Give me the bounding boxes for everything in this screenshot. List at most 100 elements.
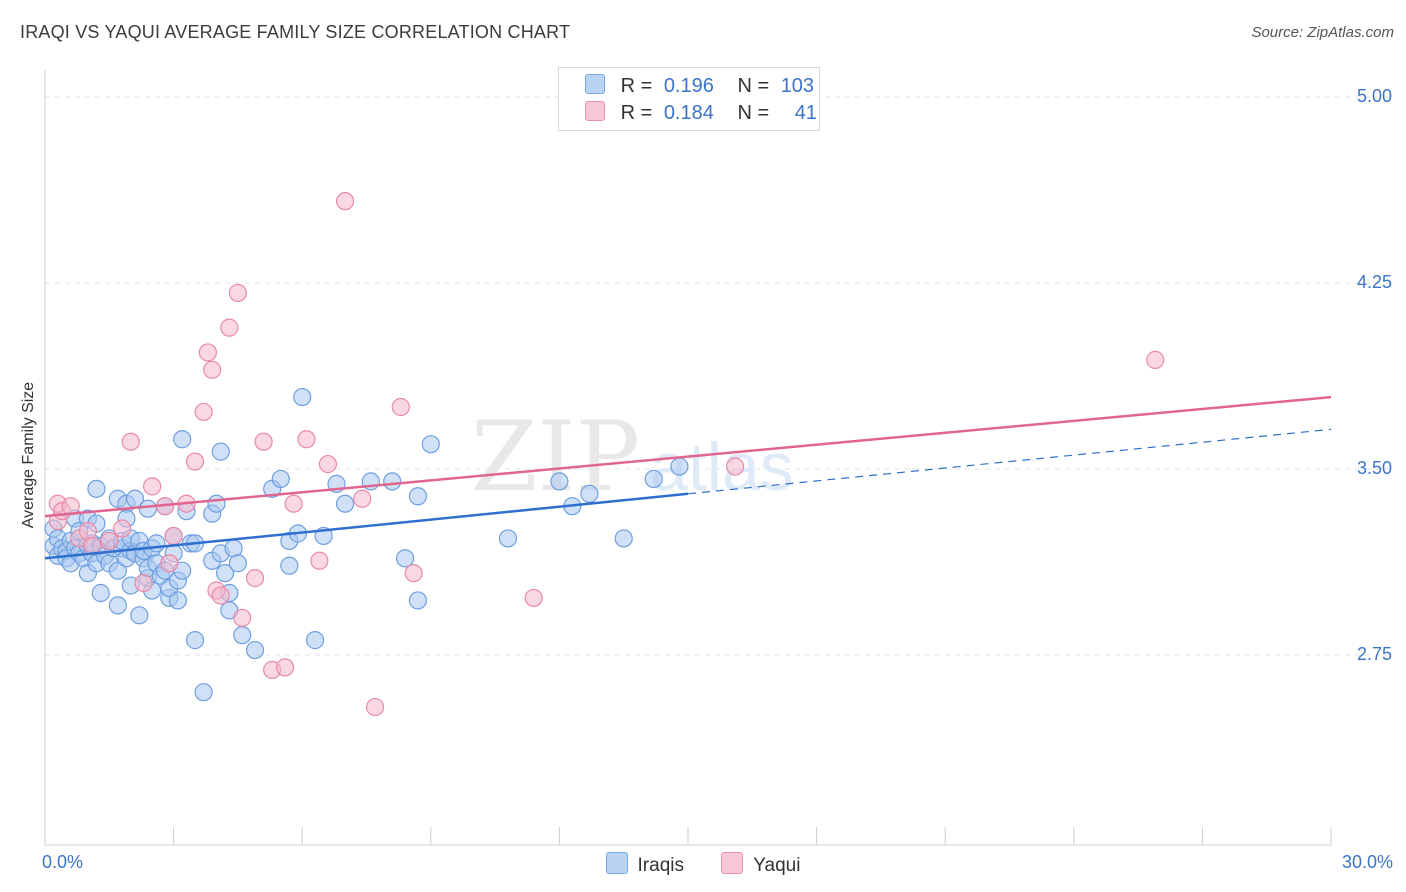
iraqis-point xyxy=(108,596,127,615)
y-tick-label: 4.25 xyxy=(1356,272,1392,292)
watermark: ZIP atlas xyxy=(471,401,794,513)
r-value: 0.196 xyxy=(663,75,714,97)
yaqui-point xyxy=(297,430,316,449)
yaqui-point xyxy=(1146,350,1165,369)
iraqis-point xyxy=(168,591,187,610)
iraqis-point xyxy=(580,484,599,503)
yaqui-point xyxy=(233,608,252,627)
iraqis-point xyxy=(550,472,569,491)
yaqui-point xyxy=(335,192,355,211)
iraqis-swatch xyxy=(585,74,605,94)
iraqis-point xyxy=(670,457,689,476)
y-tick-label: 3.50 xyxy=(1356,458,1392,478)
y-tick-label: 5.00 xyxy=(1356,86,1392,106)
iraqis-trend-extension xyxy=(687,428,1332,495)
iraqis-point xyxy=(138,499,157,518)
yaqui-point xyxy=(160,554,179,573)
yaqui-point xyxy=(726,457,745,476)
iraqis-point xyxy=(408,487,428,506)
iraqis-point xyxy=(130,606,149,625)
r-label: R = xyxy=(620,102,653,124)
x-tick-label-max: 30.0% xyxy=(1341,852,1393,872)
iraqis-point xyxy=(185,631,205,650)
yaqui-point xyxy=(310,551,329,570)
iraqis-point xyxy=(147,534,166,553)
iraqis-legend-swatch xyxy=(605,852,628,874)
legend-item-yaqui[interactable]: Yaqui xyxy=(721,852,800,877)
iraqis-point xyxy=(395,549,415,568)
iraqis-point xyxy=(207,494,226,513)
iraqis-point xyxy=(280,556,299,575)
yaqui-point xyxy=(198,343,217,362)
iraqis-point xyxy=(408,591,428,610)
stats-row-yaqui: R = 0.184 N = 41 xyxy=(585,101,817,127)
yaqui-point xyxy=(353,489,372,508)
iraqis-point xyxy=(108,561,127,580)
yaqui-point xyxy=(100,531,119,551)
iraqis-point xyxy=(498,529,518,548)
iraqis-point xyxy=(335,494,355,513)
legend-item-iraqis[interactable]: Iraqis xyxy=(605,852,684,877)
iraqis-point xyxy=(173,430,192,449)
n-label: N = xyxy=(737,102,770,124)
yaqui-point xyxy=(121,432,140,451)
iraqis-point xyxy=(614,529,633,548)
r-value: 0.184 xyxy=(663,102,714,124)
trend-lines xyxy=(44,395,1332,560)
yaqui-point xyxy=(164,526,183,546)
yaqui-swatch xyxy=(585,101,605,121)
yaqui-point xyxy=(365,697,385,717)
iraqis-point xyxy=(194,683,213,702)
yaqui-point xyxy=(391,397,410,417)
n-label: N = xyxy=(737,75,770,97)
yaqui-point xyxy=(185,452,205,471)
iraqis-point xyxy=(211,442,230,461)
yaqui-point xyxy=(228,283,247,303)
n-value: 41 xyxy=(794,102,817,124)
legend: Iraqis Yaqui xyxy=(0,852,1406,877)
r-label: R = xyxy=(620,75,653,97)
yaqui-point xyxy=(318,454,338,474)
legend-label-iraqis: Iraqis xyxy=(637,855,684,876)
yaqui-point xyxy=(211,586,230,605)
iraqis-point xyxy=(228,554,247,573)
y-axis-label: Average Family Size xyxy=(20,381,37,529)
chart-title: IRAQI VS YAQUI AVERAGE FAMILY SIZE CORRE… xyxy=(20,22,571,42)
iraqis-point xyxy=(644,469,663,489)
legend-label-yaqui: Yaqui xyxy=(753,855,801,876)
yaqui-point xyxy=(245,569,265,588)
yaqui-point xyxy=(143,477,162,496)
axes xyxy=(44,70,1332,846)
stats-legend-box: R = 0.196 N = 103 R = 0.184 N = 41 xyxy=(558,67,820,131)
n-value: 103 xyxy=(780,75,815,97)
iraqis-trend-line xyxy=(44,492,689,560)
yaqui-point xyxy=(404,564,423,583)
yaqui-point xyxy=(275,658,295,677)
source-label: Source: ZipAtlas.com xyxy=(1251,24,1394,41)
iraqis-point xyxy=(215,564,235,583)
y-tick-label: 2.75 xyxy=(1356,644,1392,664)
iraqis-point xyxy=(91,583,110,603)
watermark-zip: ZIP xyxy=(471,401,640,513)
yaqui-point xyxy=(203,360,222,379)
iraqis-point xyxy=(293,387,312,407)
iraqis-point xyxy=(233,626,252,645)
yaqui-point xyxy=(134,573,153,593)
grid-lines xyxy=(45,96,1392,656)
iraqis-point xyxy=(421,435,440,454)
yaqui-point xyxy=(113,519,132,538)
iraqis-point xyxy=(245,640,265,660)
yaqui-legend-swatch xyxy=(721,852,744,874)
iraqis-point xyxy=(305,631,325,650)
yaqui-trend-line xyxy=(44,395,1332,518)
yaqui-point xyxy=(524,588,543,608)
iraqis-point xyxy=(87,479,106,498)
x-tick-label-min: 0.0% xyxy=(42,852,84,872)
yaqui-point xyxy=(254,432,273,451)
yaqui-point xyxy=(220,318,239,337)
iraqis-point xyxy=(383,472,402,491)
iraqis-point xyxy=(271,469,290,489)
yaqui-point xyxy=(284,494,303,513)
yaqui-point xyxy=(194,402,213,422)
